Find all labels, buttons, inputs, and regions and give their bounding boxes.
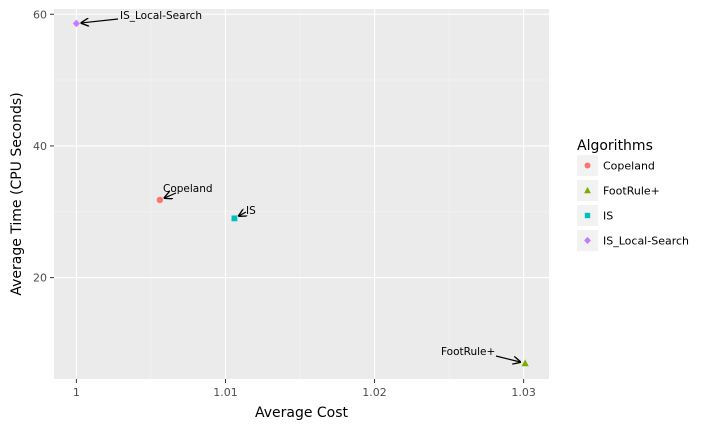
- annotation-arrow: [81, 19, 119, 23]
- x-tick-label: 1.03: [511, 386, 536, 399]
- x-tick-label: 1.01: [213, 386, 238, 399]
- annotation-label: Copeland: [163, 183, 213, 195]
- data-point: [156, 196, 164, 204]
- annotation-label: FootRule+: [441, 346, 495, 358]
- plot-panel: [54, 9, 549, 379]
- legend-label: Copeland: [603, 160, 655, 173]
- x-tick-label: 1.02: [362, 386, 387, 399]
- annotation-label: IS_Local-Search: [120, 10, 202, 22]
- legend-key-marker: [584, 162, 591, 169]
- annotation-arrow: [495, 355, 520, 362]
- annotation-arrow: [239, 212, 246, 216]
- annotation-label: IS: [246, 205, 256, 217]
- y-axis-title: Average Time (CPU Seconds): [9, 92, 25, 295]
- data-point: [231, 215, 238, 222]
- annotation-arrow: [164, 193, 177, 198]
- x-axis-title: Average Cost: [255, 405, 349, 421]
- data-point: [521, 359, 529, 367]
- legend-key-marker: [584, 186, 591, 194]
- y-tick-label: 40: [33, 140, 47, 153]
- data-point: [72, 19, 80, 28]
- x-tick-label: 1: [73, 386, 80, 399]
- legend-label: FootRule+: [603, 185, 660, 198]
- legend-title: Algorithms: [577, 138, 653, 154]
- y-tick-label: 20: [33, 272, 47, 285]
- legend-label: IS: [603, 210, 613, 223]
- legend-label: IS_Local-Search: [603, 235, 689, 248]
- legend-key-marker: [584, 212, 591, 219]
- y-tick-label: 60: [33, 8, 47, 21]
- legend-key-marker: [584, 236, 591, 245]
